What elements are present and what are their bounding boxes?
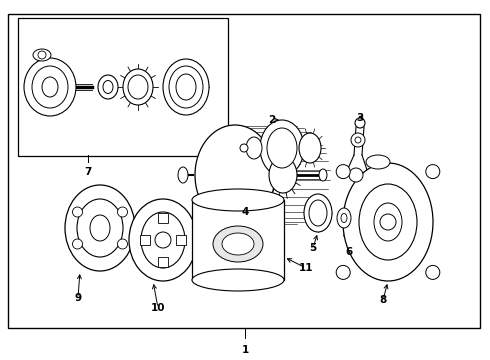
Ellipse shape (343, 163, 433, 281)
Ellipse shape (98, 75, 118, 99)
Circle shape (355, 137, 361, 143)
Ellipse shape (24, 58, 76, 116)
Circle shape (336, 165, 350, 179)
Ellipse shape (169, 66, 203, 108)
Bar (18, 18, 228, 156)
Bar (176, 235, 186, 245)
Ellipse shape (90, 215, 110, 241)
Circle shape (426, 165, 440, 179)
Circle shape (38, 51, 46, 59)
Circle shape (118, 207, 127, 217)
Ellipse shape (42, 77, 58, 97)
Ellipse shape (65, 185, 135, 271)
Ellipse shape (359, 184, 417, 260)
Ellipse shape (309, 200, 327, 226)
Text: 5: 5 (309, 243, 317, 253)
Bar (158, 213, 168, 223)
Text: 3: 3 (356, 113, 364, 123)
Text: 9: 9 (74, 293, 81, 303)
Circle shape (349, 168, 363, 182)
Circle shape (73, 207, 82, 217)
Circle shape (155, 232, 171, 248)
Ellipse shape (319, 169, 327, 181)
Ellipse shape (32, 66, 68, 108)
Bar (158, 257, 168, 267)
Ellipse shape (129, 199, 197, 281)
Circle shape (118, 239, 127, 249)
Bar (192, 200, 284, 280)
Ellipse shape (341, 213, 347, 222)
Text: 7: 7 (84, 167, 92, 177)
Ellipse shape (77, 199, 123, 257)
Text: 2: 2 (269, 115, 275, 125)
Ellipse shape (267, 128, 297, 168)
Text: 1: 1 (242, 345, 248, 355)
Bar (140, 235, 150, 245)
Text: 8: 8 (379, 295, 387, 305)
Ellipse shape (337, 208, 351, 228)
Ellipse shape (128, 75, 148, 99)
Ellipse shape (222, 233, 254, 255)
Ellipse shape (246, 137, 262, 159)
Ellipse shape (366, 155, 390, 169)
Text: 4: 4 (241, 207, 249, 217)
Ellipse shape (141, 212, 185, 268)
Text: 10: 10 (151, 303, 165, 313)
Circle shape (426, 265, 440, 279)
Circle shape (380, 214, 396, 230)
Ellipse shape (178, 167, 188, 183)
Circle shape (336, 265, 350, 279)
Ellipse shape (269, 157, 297, 193)
Ellipse shape (192, 189, 284, 211)
Ellipse shape (260, 120, 304, 176)
Ellipse shape (123, 69, 153, 105)
Circle shape (355, 118, 365, 128)
Ellipse shape (103, 81, 113, 94)
Ellipse shape (195, 125, 275, 225)
Circle shape (351, 133, 365, 147)
Circle shape (240, 144, 248, 152)
Ellipse shape (213, 226, 263, 262)
Ellipse shape (163, 59, 209, 115)
Ellipse shape (192, 269, 284, 291)
Ellipse shape (176, 74, 196, 100)
Ellipse shape (299, 133, 321, 163)
Circle shape (73, 239, 82, 249)
Bar (8, 14, 480, 328)
Ellipse shape (374, 203, 402, 241)
Ellipse shape (33, 49, 51, 61)
Ellipse shape (304, 194, 332, 232)
Text: 6: 6 (345, 247, 353, 257)
Text: 11: 11 (299, 263, 313, 273)
